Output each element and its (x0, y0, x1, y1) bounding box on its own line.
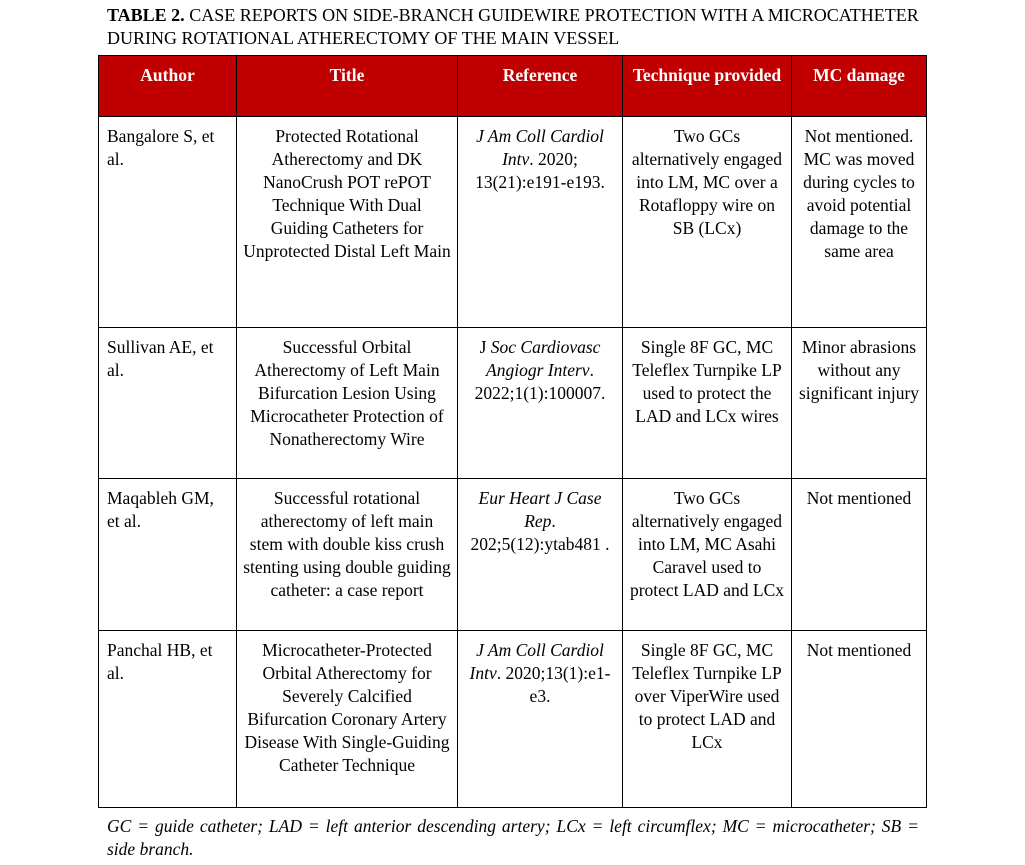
table-caption: TABLE 2. CASE REPORTS ON SIDE-BRANCH GUI… (107, 4, 927, 50)
cell-mc-damage: Not mentioned (791, 478, 927, 631)
cell-reference: J Soc Cardiovasc Angiogr Interv. 2022;1(… (457, 327, 623, 479)
cell-technique: Single 8F GC, MC Teleflex Turnpike LP us… (622, 327, 792, 479)
cell-technique: Single 8F GC, MC Teleflex Turnpike LP ov… (622, 630, 792, 808)
case-reports-table: Author Title Reference Technique provide… (98, 55, 927, 808)
cell-technique: Two GCs alternatively engaged into LM, M… (622, 478, 792, 631)
table-row: Maqableh GM, et al. Successful rotational… (98, 478, 927, 631)
reference-journal: J Am Coll Cardiol Intv (469, 640, 604, 683)
reference-details: . 2022;1(1):100007. (474, 360, 606, 403)
table-header-row: Author Title Reference Technique provide… (98, 55, 927, 117)
cell-author: Bangalore S, et al. (98, 116, 237, 328)
reference-journal: Soc Cardiovasc Angiogr Interv (486, 337, 601, 380)
reference-prefix: J (479, 337, 491, 357)
table-caption-text: CASE REPORTS ON SIDE-BRANCH GUIDEWIRE PR… (107, 5, 919, 48)
cell-title: Successful Orbital Atherectomy of Left M… (236, 327, 458, 479)
column-header-technique: Technique provided (622, 55, 792, 117)
reference-details: . 202;5(12):ytab481 . (470, 511, 610, 554)
cell-reference: J Am Coll Cardiol Intv. 2020; 13(21):e19… (457, 116, 623, 328)
table-row: Panchal HB, et al. Microcatheter-Protecte… (98, 630, 927, 808)
reference-journal: Eur Heart J Case Rep (478, 488, 602, 531)
table-row: Bangalore S, et al. Protected Rotational … (98, 116, 927, 328)
cell-author: Sullivan AE, et al. (98, 327, 237, 479)
table-label: TABLE 2. (107, 5, 185, 25)
column-header-title: Title (236, 55, 458, 117)
cell-mc-damage: Minor abrasions without any significant … (791, 327, 927, 479)
cell-title: Microcatheter-Protected Orbital Atherect… (236, 630, 458, 808)
column-header-author: Author (98, 55, 237, 117)
cell-title: Successful rotational atherectomy of lef… (236, 478, 458, 631)
cell-author: Panchal HB, et al. (98, 630, 237, 808)
column-header-mc-damage: MC damage (791, 55, 927, 117)
cell-mc-damage: Not mentioned. MC was moved during cycle… (791, 116, 927, 328)
cell-mc-damage: Not mentioned (791, 630, 927, 808)
cell-author: Maqableh GM, et al. (98, 478, 237, 631)
cell-technique: Two GCs alternatively engaged into LM, M… (622, 116, 792, 328)
column-header-reference: Reference (457, 55, 623, 117)
cell-title: Protected Rotational Atherectomy and DK … (236, 116, 458, 328)
cell-reference: J Am Coll Cardiol Intv. 2020;13(1):e1-e3… (457, 630, 623, 808)
table-footnote: GC = guide catheter; LAD = left anterior… (107, 816, 919, 859)
reference-details: . 2020; 13(21):e191-e193. (475, 149, 605, 192)
reference-details: . 2020;13(1):e1-e3. (496, 663, 611, 706)
reference-journal: J Am Coll Cardiol Intv (476, 126, 604, 169)
table-row: Sullivan AE, et al. Successful Orbital At… (98, 327, 927, 479)
cell-reference: Eur Heart J Case Rep. 202;5(12):ytab481 … (457, 478, 623, 631)
